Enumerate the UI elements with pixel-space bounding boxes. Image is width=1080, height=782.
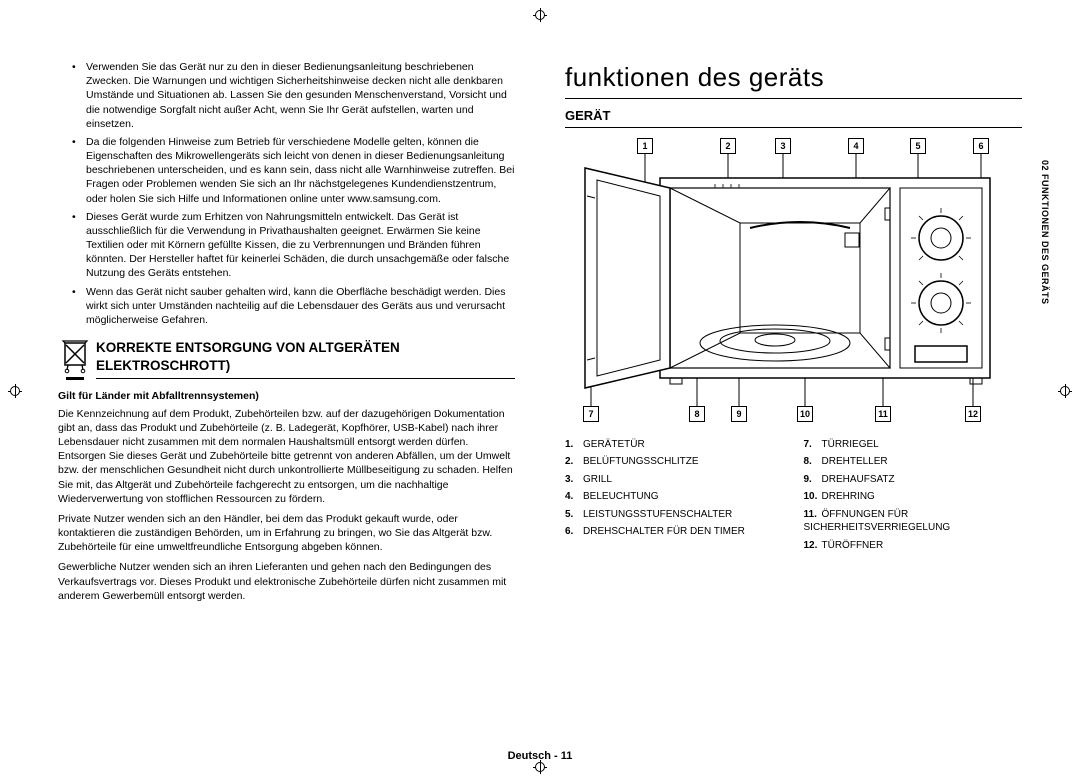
- part-item: 9.DREHAUFSATZ: [804, 473, 1023, 487]
- disposal-heading-row: KORREKTE ENTSORGUNG VON ALTGERÄTEN ELEKT…: [58, 339, 515, 382]
- part-item: 3.GRILL: [565, 473, 784, 487]
- main-title: funktionen des geräts: [565, 60, 1022, 99]
- registration-mark: [8, 384, 22, 398]
- part-item: 1.GERÄTETÜR: [565, 438, 784, 452]
- right-column: funktionen des geräts GERÄT 1 2 3 4 5 6 …: [540, 60, 1040, 752]
- part-item: 8.DREHTELLER: [804, 455, 1023, 469]
- part-item: 5.LEISTUNGSSTUFENSCHALTER: [565, 508, 784, 522]
- disposal-para: Die Kennzeichnung auf dem Produkt, Zubeh…: [58, 407, 515, 506]
- parts-col-right: 7.TÜRRIEGEL 8.DREHTELLER 9.DREHAUFSATZ 1…: [804, 438, 1023, 557]
- part-item: 7.TÜRRIEGEL: [804, 438, 1023, 452]
- page-footer: Deutsch - 11: [0, 750, 1080, 762]
- side-tab: 02 FUNKTIONEN DES GERÄTS: [1040, 160, 1050, 305]
- parts-col-left: 1.GERÄTETÜR 2.BELÜFTUNGSSCHLITZE 3.GRILL…: [565, 438, 784, 557]
- weee-icon: [58, 339, 96, 381]
- part-item: 2.BELÜFTUNGSSCHLITZE: [565, 455, 784, 469]
- parts-list: 1.GERÄTETÜR 2.BELÜFTUNGSSCHLITZE 3.GRILL…: [565, 438, 1022, 557]
- sub-title: GERÄT: [565, 107, 1022, 128]
- bullet-item: Da die folgenden Hinweise zum Betrieb fü…: [86, 135, 515, 206]
- disposal-para: Gewerbliche Nutzer wenden sich an ihren …: [58, 560, 515, 603]
- disposal-subheading: Gilt für Länder mit Abfalltrennsystemen): [58, 389, 515, 403]
- disposal-heading: KORREKTE ENTSORGUNG VON ALTGERÄTEN ELEKT…: [96, 339, 515, 378]
- part-item: 4.BELEUCHTUNG: [565, 490, 784, 504]
- bullet-item: Verwenden Sie das Gerät nur zu den in di…: [86, 60, 515, 131]
- registration-mark: [533, 8, 547, 22]
- bullet-item: Wenn das Gerät nicht sauber gehalten wir…: [86, 285, 515, 328]
- bullet-item: Dieses Gerät wurde zum Erhitzen von Nahr…: [86, 210, 515, 281]
- part-item: 6.DREHSCHALTER FÜR DEN TIMER: [565, 525, 784, 539]
- disposal-para: Private Nutzer wenden sich an den Händle…: [58, 512, 515, 555]
- registration-mark: [533, 760, 547, 774]
- safety-bullets: Verwenden Sie das Gerät nur zu den in di…: [58, 60, 515, 327]
- left-column: Verwenden Sie das Gerät nur zu den in di…: [40, 60, 540, 752]
- page: Verwenden Sie das Gerät nur zu den in di…: [0, 0, 1080, 782]
- part-item: 10.DREHRING: [804, 490, 1023, 504]
- microwave-diagram: 1 2 3 4 5 6 7 8 9 10 11 12: [565, 138, 1022, 428]
- part-item: 12.TÜRÖFFNER: [804, 539, 1023, 553]
- registration-mark: [1058, 384, 1072, 398]
- part-item: 11.ÖFFNUNGEN FÜR SICHERHEITSVERRIEGELUNG: [804, 508, 1023, 535]
